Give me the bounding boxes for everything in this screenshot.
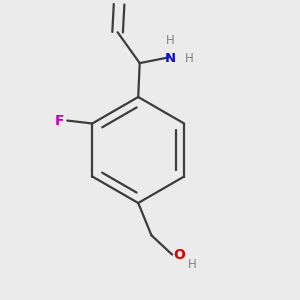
Text: H: H [185,52,194,65]
Text: N: N [165,52,176,65]
Text: F: F [55,114,64,128]
Text: O: O [174,248,185,262]
Text: H: H [166,34,175,47]
Text: H: H [188,258,197,271]
